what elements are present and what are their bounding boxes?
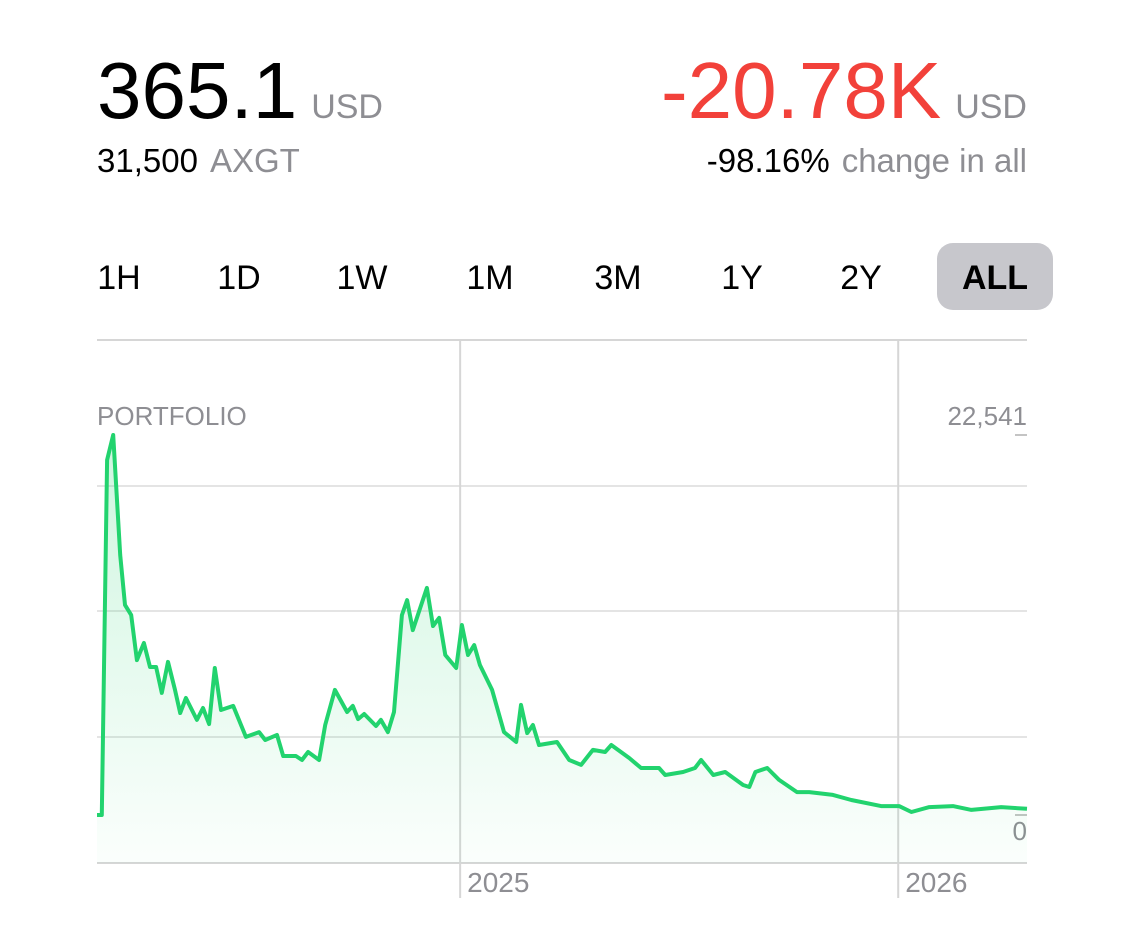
holding-line: 31,500 AXGT xyxy=(97,142,300,179)
timeframe-selected-bg xyxy=(937,243,1053,310)
change-caption: change in all xyxy=(842,142,1027,179)
change-line: -20.78K USD xyxy=(661,46,1027,135)
balance: 365.1 xyxy=(97,46,297,135)
timeframe-button[interactable]: 1W xyxy=(337,259,388,297)
timeframe-button[interactable]: 1D xyxy=(217,259,260,297)
x-tick-label: 2025 xyxy=(467,867,529,898)
area xyxy=(97,435,1027,863)
y-tick-label: 22,541 xyxy=(947,401,1027,431)
timeframe-button[interactable]: 3M xyxy=(594,259,641,297)
plot: 20252026022,541 xyxy=(97,340,1028,898)
timeframe-button[interactable]: 1Y xyxy=(721,259,763,297)
timeframe-button[interactable]: ALL xyxy=(962,259,1028,297)
balance-unit: USD xyxy=(311,88,383,126)
timeframe-button[interactable]: 1M xyxy=(466,259,513,297)
holding-symbol: AXGT xyxy=(210,142,300,179)
change-unit: USD xyxy=(955,88,1027,126)
change-percent-line: -98.16% change in all xyxy=(707,142,1027,179)
timeframe-bar: 1H 1D 1W 1M 3M 1Y 2Y ALL xyxy=(97,243,1053,310)
change: -20.78K xyxy=(661,46,941,135)
balance-line: 365.1 USD xyxy=(97,46,383,135)
x-tick-label: 2026 xyxy=(905,867,967,898)
change-percent: -98.16% xyxy=(707,142,830,179)
holding-amount: 31,500 xyxy=(97,142,198,179)
timeframe-button[interactable]: 2Y xyxy=(840,259,882,297)
chart-label: PORTFOLIO xyxy=(97,401,247,431)
line xyxy=(97,433,1028,817)
timeframe-button[interactable]: 1H xyxy=(97,259,140,297)
